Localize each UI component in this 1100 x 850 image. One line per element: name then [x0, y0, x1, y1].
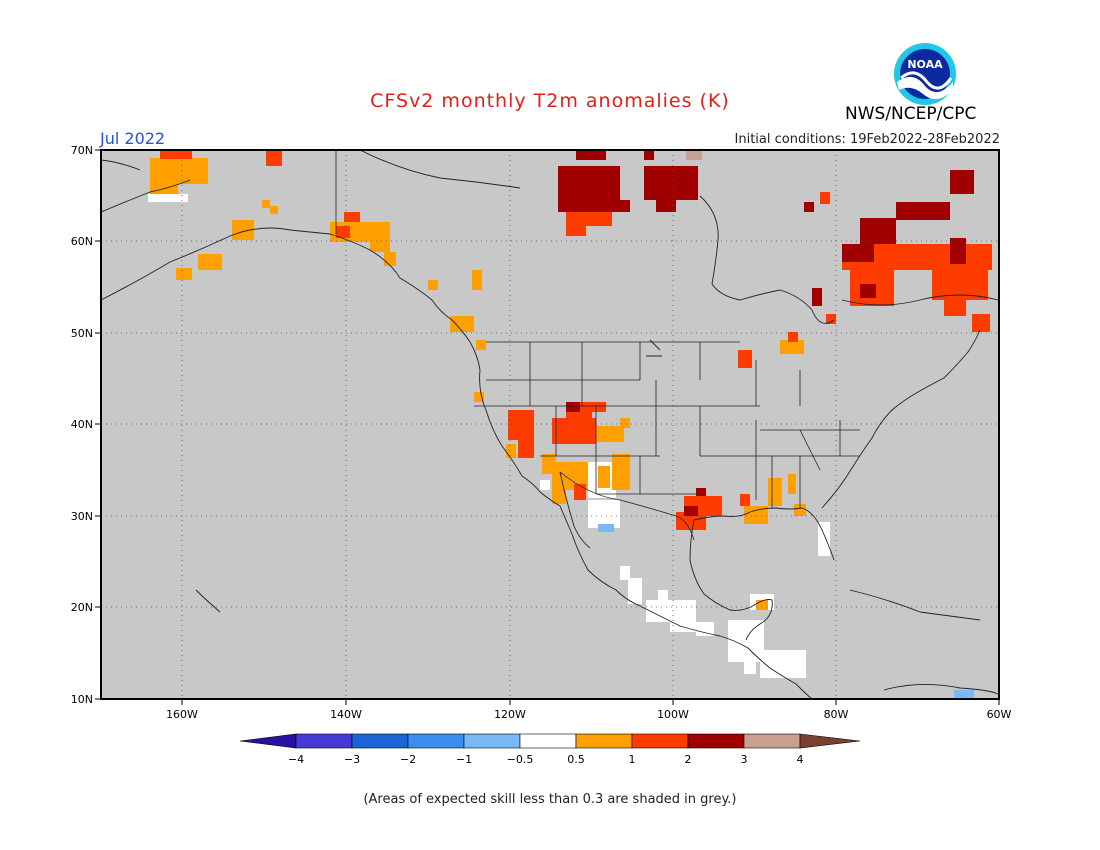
anomaly-patch-northern-alaska [148, 150, 282, 280]
legend-label: −0.5 [507, 753, 534, 766]
lat-label: 70N [71, 144, 93, 157]
legend-label: −3 [344, 753, 360, 766]
anomaly-patch-yukon-hudson-north [558, 150, 974, 236]
skill-footnote: (Areas of expected skill less than 0.3 a… [363, 792, 737, 807]
coastlines [101, 150, 999, 699]
legend-label: −1 [456, 753, 472, 766]
lon-label: 80W [824, 708, 849, 721]
lat-label: 10N [71, 693, 93, 706]
legend-label: 4 [797, 753, 804, 766]
lat-label: 30N [71, 510, 93, 523]
legend-swatch [239, 733, 297, 749]
lon-label: 160W [166, 708, 198, 721]
legend-label: 1 [629, 753, 636, 766]
latitude-labels: 70N 60N 50N 40N 30N 20N 10N [71, 144, 93, 706]
anomaly-patch-texas [676, 488, 722, 530]
legend-label: 0.5 [567, 753, 585, 766]
agency-label: NWS/NCEP/CPC [845, 104, 977, 124]
legend-swatch [407, 733, 465, 749]
legend-swatch [295, 733, 353, 749]
legend-swatch [631, 733, 689, 749]
logo-text: NOAA [907, 58, 943, 71]
lat-label: 50N [71, 327, 93, 340]
lat-label: 40N [71, 418, 93, 431]
noaa-logo: NOAA [894, 43, 956, 105]
legend-swatch [799, 733, 861, 749]
lat-label: 60N [71, 235, 93, 248]
map-title: CFSv2 monthly T2m anomalies (K) [370, 90, 730, 112]
anomaly-patch-mexico-central-america [620, 566, 974, 699]
anomaly-shading [148, 150, 992, 699]
legend-swatch [687, 733, 745, 749]
lon-label: 100W [657, 708, 689, 721]
anomaly-patch-great-lakes [738, 332, 804, 368]
legend-label: 2 [685, 753, 692, 766]
legend-swatch [743, 733, 801, 749]
lat-label: 20N [71, 601, 93, 614]
anomaly-patch-gulf-coast [740, 474, 830, 556]
anomaly-patch-se-alaska [330, 212, 486, 350]
political-borders [335, 150, 860, 541]
legend-label: −2 [400, 753, 416, 766]
legend-swatch [463, 733, 521, 749]
forecast-month: Jul 2022 [100, 129, 166, 148]
legend-label: −4 [288, 753, 304, 766]
color-legend: −4 −3 −2 −1 −0.5 0.5 1 2 3 4 [239, 733, 861, 766]
longitude-labels: 160W 140W 120W 100W 80W 60W [166, 708, 1011, 721]
legend-swatch [575, 733, 633, 749]
axis-ticks [95, 149, 1000, 705]
initial-conditions: Initial conditions: 19Feb2022-28Feb2022 [734, 132, 1000, 147]
legend-swatch [519, 733, 577, 749]
map-background [101, 150, 999, 699]
lon-label: 60W [987, 708, 1012, 721]
lon-label: 140W [330, 708, 362, 721]
lon-label: 120W [494, 708, 526, 721]
legend-swatch [351, 733, 409, 749]
legend-label: 3 [741, 753, 748, 766]
